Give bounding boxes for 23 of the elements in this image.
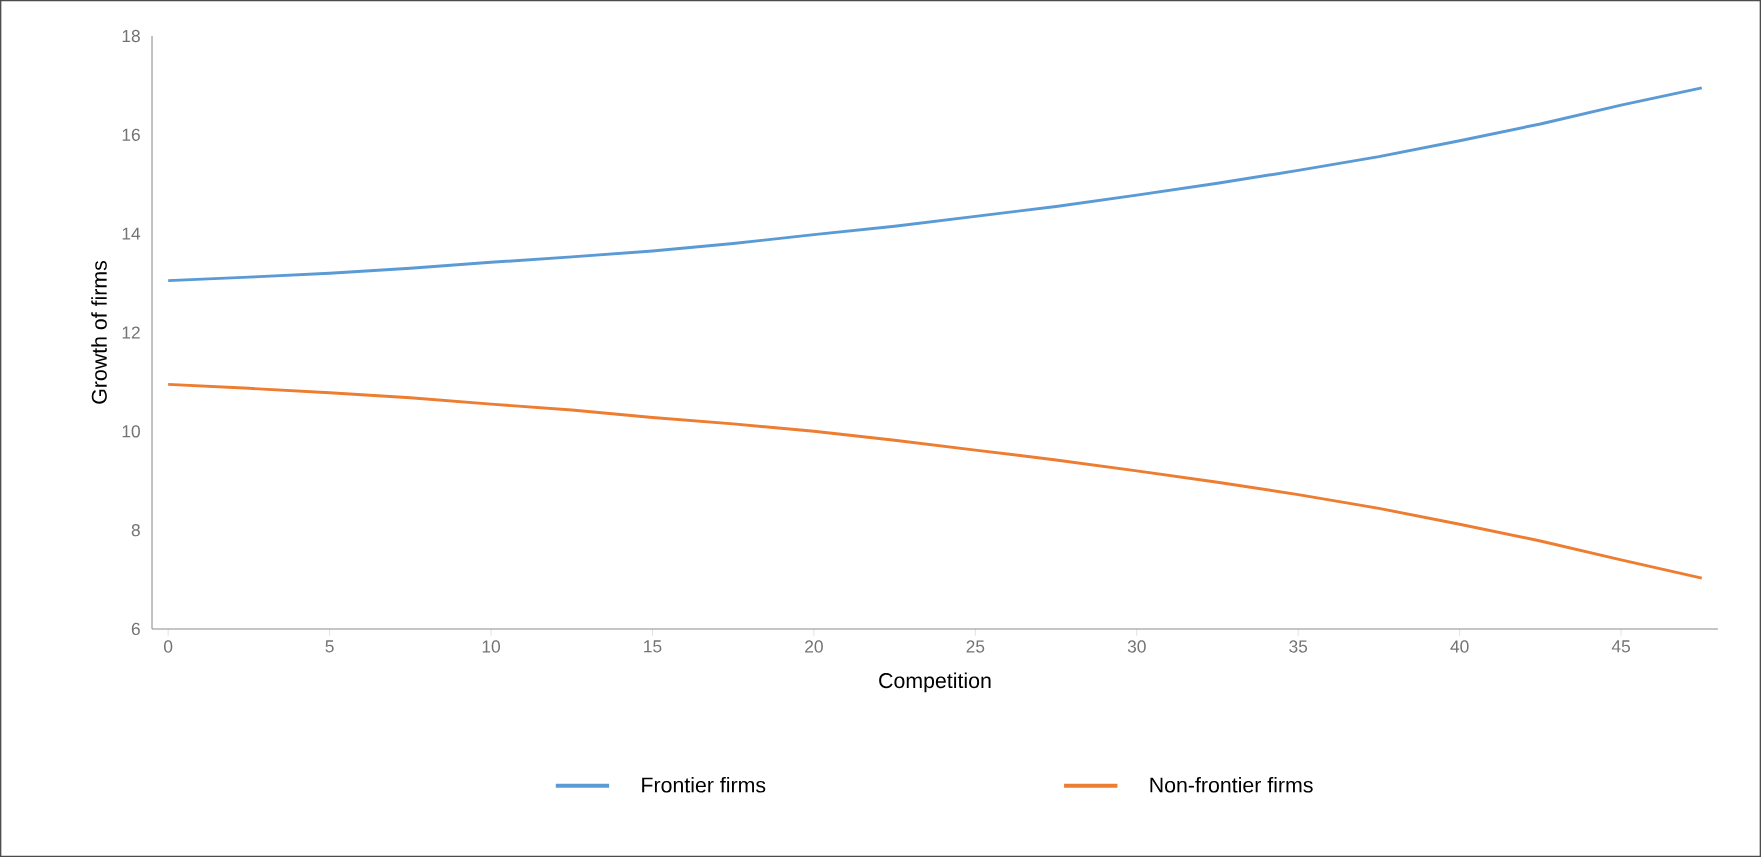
y-axis-title: Growth of firms bbox=[91, 260, 107, 404]
x-tick-label: 45 bbox=[1611, 640, 1630, 653]
y-tick-label: 12 bbox=[122, 326, 140, 339]
x-tick-label: 35 bbox=[1289, 640, 1308, 653]
legend-label: Non-frontier firms bbox=[1150, 776, 1313, 793]
y-tick-label: 14 bbox=[122, 227, 141, 240]
x-tick-label: 5 bbox=[325, 640, 334, 653]
line-series bbox=[166, 86, 1704, 283]
y-tick-label: 18 bbox=[122, 29, 140, 43]
x-tick-label: 30 bbox=[1127, 640, 1146, 653]
x-tick-label: 25 bbox=[966, 640, 985, 653]
x-tick-label: 20 bbox=[805, 640, 823, 653]
y-tick-label: 6 bbox=[131, 622, 140, 636]
y-tick-label: 16 bbox=[122, 128, 140, 141]
x-tick-label: 40 bbox=[1450, 640, 1469, 653]
x-axis-title: Competition bbox=[879, 672, 991, 693]
y-tick-label: 8 bbox=[131, 524, 140, 537]
line-series bbox=[166, 382, 1704, 580]
x-tick-label: 10 bbox=[482, 640, 500, 653]
x-tick-label: 0 bbox=[164, 640, 173, 653]
legend-label: Frontier firms bbox=[642, 776, 766, 793]
x-tick-label: 15 bbox=[644, 640, 662, 653]
y-tick-label: 10 bbox=[122, 425, 140, 438]
